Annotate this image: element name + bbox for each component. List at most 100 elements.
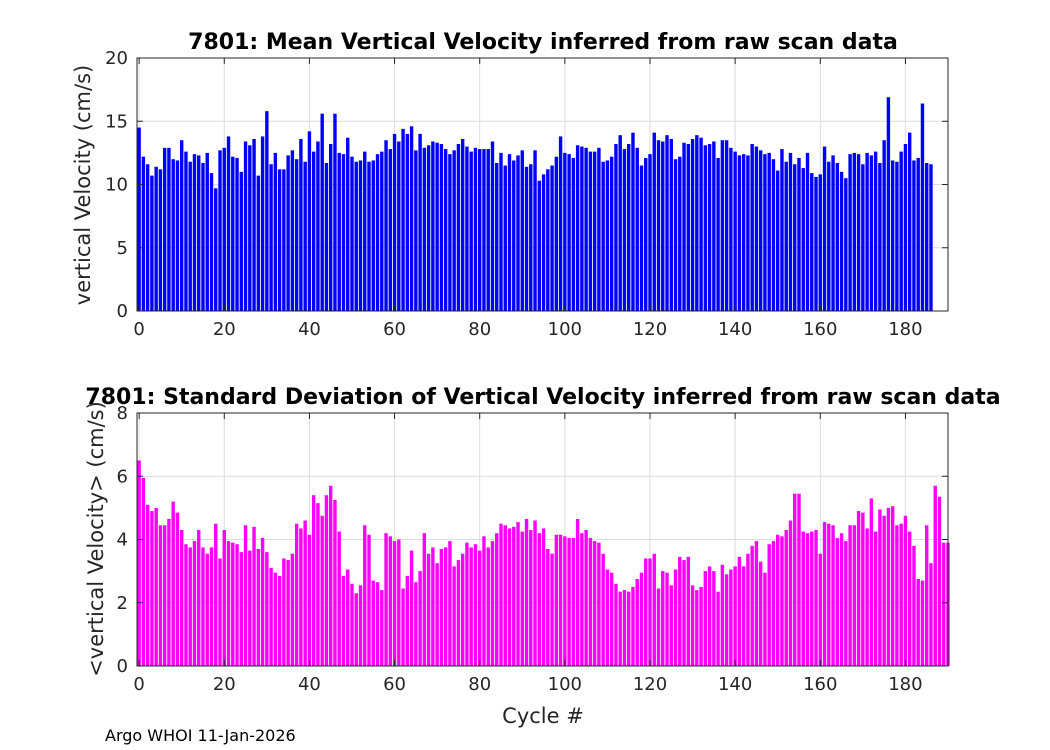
std-velocity-bar — [452, 566, 456, 666]
mean-velocity-bar — [316, 141, 320, 311]
std-velocity-bar — [175, 512, 180, 666]
mean-velocity-bar — [218, 150, 222, 311]
std-velocity-bar — [810, 531, 814, 666]
std-velocity-bar — [392, 541, 397, 666]
std-velocity-bar — [656, 588, 661, 666]
mean-velocity-bar — [371, 160, 375, 311]
std-velocity-bar — [409, 550, 414, 666]
std-velocity-bar — [226, 541, 231, 666]
mean-velocity-bar — [239, 171, 244, 311]
std-velocity-bar — [763, 572, 767, 666]
mean-velocity-bar — [669, 138, 673, 311]
std-velocity-bar — [767, 544, 771, 666]
mean-velocity-bar — [839, 171, 844, 311]
mean-velocity-bar — [622, 149, 627, 311]
mean-velocity-bar — [333, 113, 337, 311]
std-velocity-bar — [145, 504, 150, 666]
std-velocity-bar — [920, 580, 925, 666]
std-velocity-bar — [916, 579, 920, 666]
std-velocity-bar — [571, 537, 576, 666]
std-velocity-ticks: 0 20 40 60 80 100 120 140 160 180 0 2 4 6 8 — [117, 403, 948, 695]
std-velocity-bar — [516, 522, 520, 666]
mean-velocity-bar — [563, 152, 567, 311]
mean-velocity-bar — [712, 141, 716, 311]
std-velocity-bar — [895, 525, 899, 666]
mean-velocity-bar — [541, 174, 546, 311]
std-velocity-bar — [690, 585, 695, 666]
mean-velocity-bar — [656, 140, 661, 311]
std-velocity-bar — [558, 534, 563, 666]
std-velocity-bar — [929, 563, 933, 666]
mean-velocity-bar — [780, 149, 784, 311]
mean-velocity-bar — [388, 149, 393, 311]
std-velocity-bar — [614, 583, 618, 666]
std-velocity-bar — [737, 556, 742, 666]
mean-velocity-bar — [503, 165, 507, 311]
std-velocity-bar — [465, 542, 469, 666]
mean-velocity-bar — [188, 161, 192, 311]
std-velocity-bar — [686, 556, 691, 666]
std-velocity-bar — [524, 518, 529, 666]
mean-velocity-bar — [737, 155, 742, 311]
std-velocity-bar — [835, 537, 840, 666]
mean-velocity-bar — [580, 146, 584, 311]
std-velocity-bar — [456, 560, 461, 666]
std-velocity-bar — [584, 530, 588, 666]
std-velocity-bar — [848, 525, 852, 666]
std-velocity-bar — [831, 525, 835, 666]
mean-velocity-xtick-label: 100 — [548, 319, 582, 340]
mean-velocity-bar — [690, 138, 695, 311]
std-velocity-bar — [192, 541, 197, 666]
std-velocity-bar — [205, 553, 209, 666]
std-velocity-ytick-label: 2 — [117, 593, 128, 614]
mean-velocity-bar — [354, 161, 358, 311]
mean-velocity-bar — [307, 131, 312, 311]
std-velocity-bar — [533, 520, 537, 666]
std-velocity-xtick-label: 60 — [383, 674, 406, 695]
std-velocity-bar — [231, 542, 235, 666]
std-velocity-bar — [635, 579, 639, 666]
mean-velocity-bar — [260, 136, 265, 311]
mean-velocity-bar — [167, 147, 171, 311]
mean-velocity-bar — [550, 165, 554, 311]
std-velocity-bar — [260, 537, 265, 666]
std-velocity-xtick-label: 140 — [718, 674, 752, 695]
mean-velocity-bar — [469, 151, 473, 311]
mean-velocity-ytick-label: 0 — [117, 301, 128, 322]
mean-velocity-bar — [827, 161, 831, 311]
mean-velocity-bar — [618, 135, 622, 311]
mean-velocity-bar — [341, 154, 346, 311]
mean-velocity-bar — [482, 149, 486, 311]
std-velocity-bar — [541, 528, 546, 666]
mean-velocity-ytick-label: 5 — [117, 238, 128, 259]
std-velocity-bar — [448, 541, 452, 666]
mean-velocity-bar — [248, 145, 252, 311]
mean-velocity-bar — [648, 154, 652, 311]
std-velocity-bar — [703, 571, 708, 666]
std-velocity-bar — [303, 520, 307, 666]
mean-velocity-bar — [724, 140, 729, 311]
std-velocity-bar — [890, 506, 895, 666]
mean-velocity-bar — [644, 157, 648, 311]
mean-velocity-bar — [733, 151, 737, 311]
mean-velocity-bar — [903, 144, 908, 311]
mean-velocity-bar — [384, 140, 388, 311]
mean-velocity-bar — [273, 152, 278, 311]
std-velocity-bar — [346, 569, 350, 666]
mean-velocity-bar — [546, 169, 550, 311]
mean-velocity-bar — [192, 154, 197, 311]
std-velocity-bar — [793, 493, 797, 666]
mean-velocity-bar — [614, 144, 618, 311]
mean-velocity-bar — [435, 142, 439, 311]
mean-velocity-bar — [346, 137, 350, 311]
std-velocity-bar — [188, 547, 192, 666]
std-velocity-bar — [431, 547, 435, 666]
mean-velocity-xtick-label: 60 — [383, 319, 406, 340]
mean-velocity-ytick-label: 10 — [105, 175, 128, 196]
std-velocity-bar — [661, 571, 665, 666]
std-velocity-bar — [797, 493, 801, 666]
mean-velocity-bar — [337, 152, 341, 311]
std-velocity-bar — [801, 531, 805, 666]
mean-velocity-bar — [831, 155, 835, 311]
std-velocity-bar — [903, 515, 908, 666]
